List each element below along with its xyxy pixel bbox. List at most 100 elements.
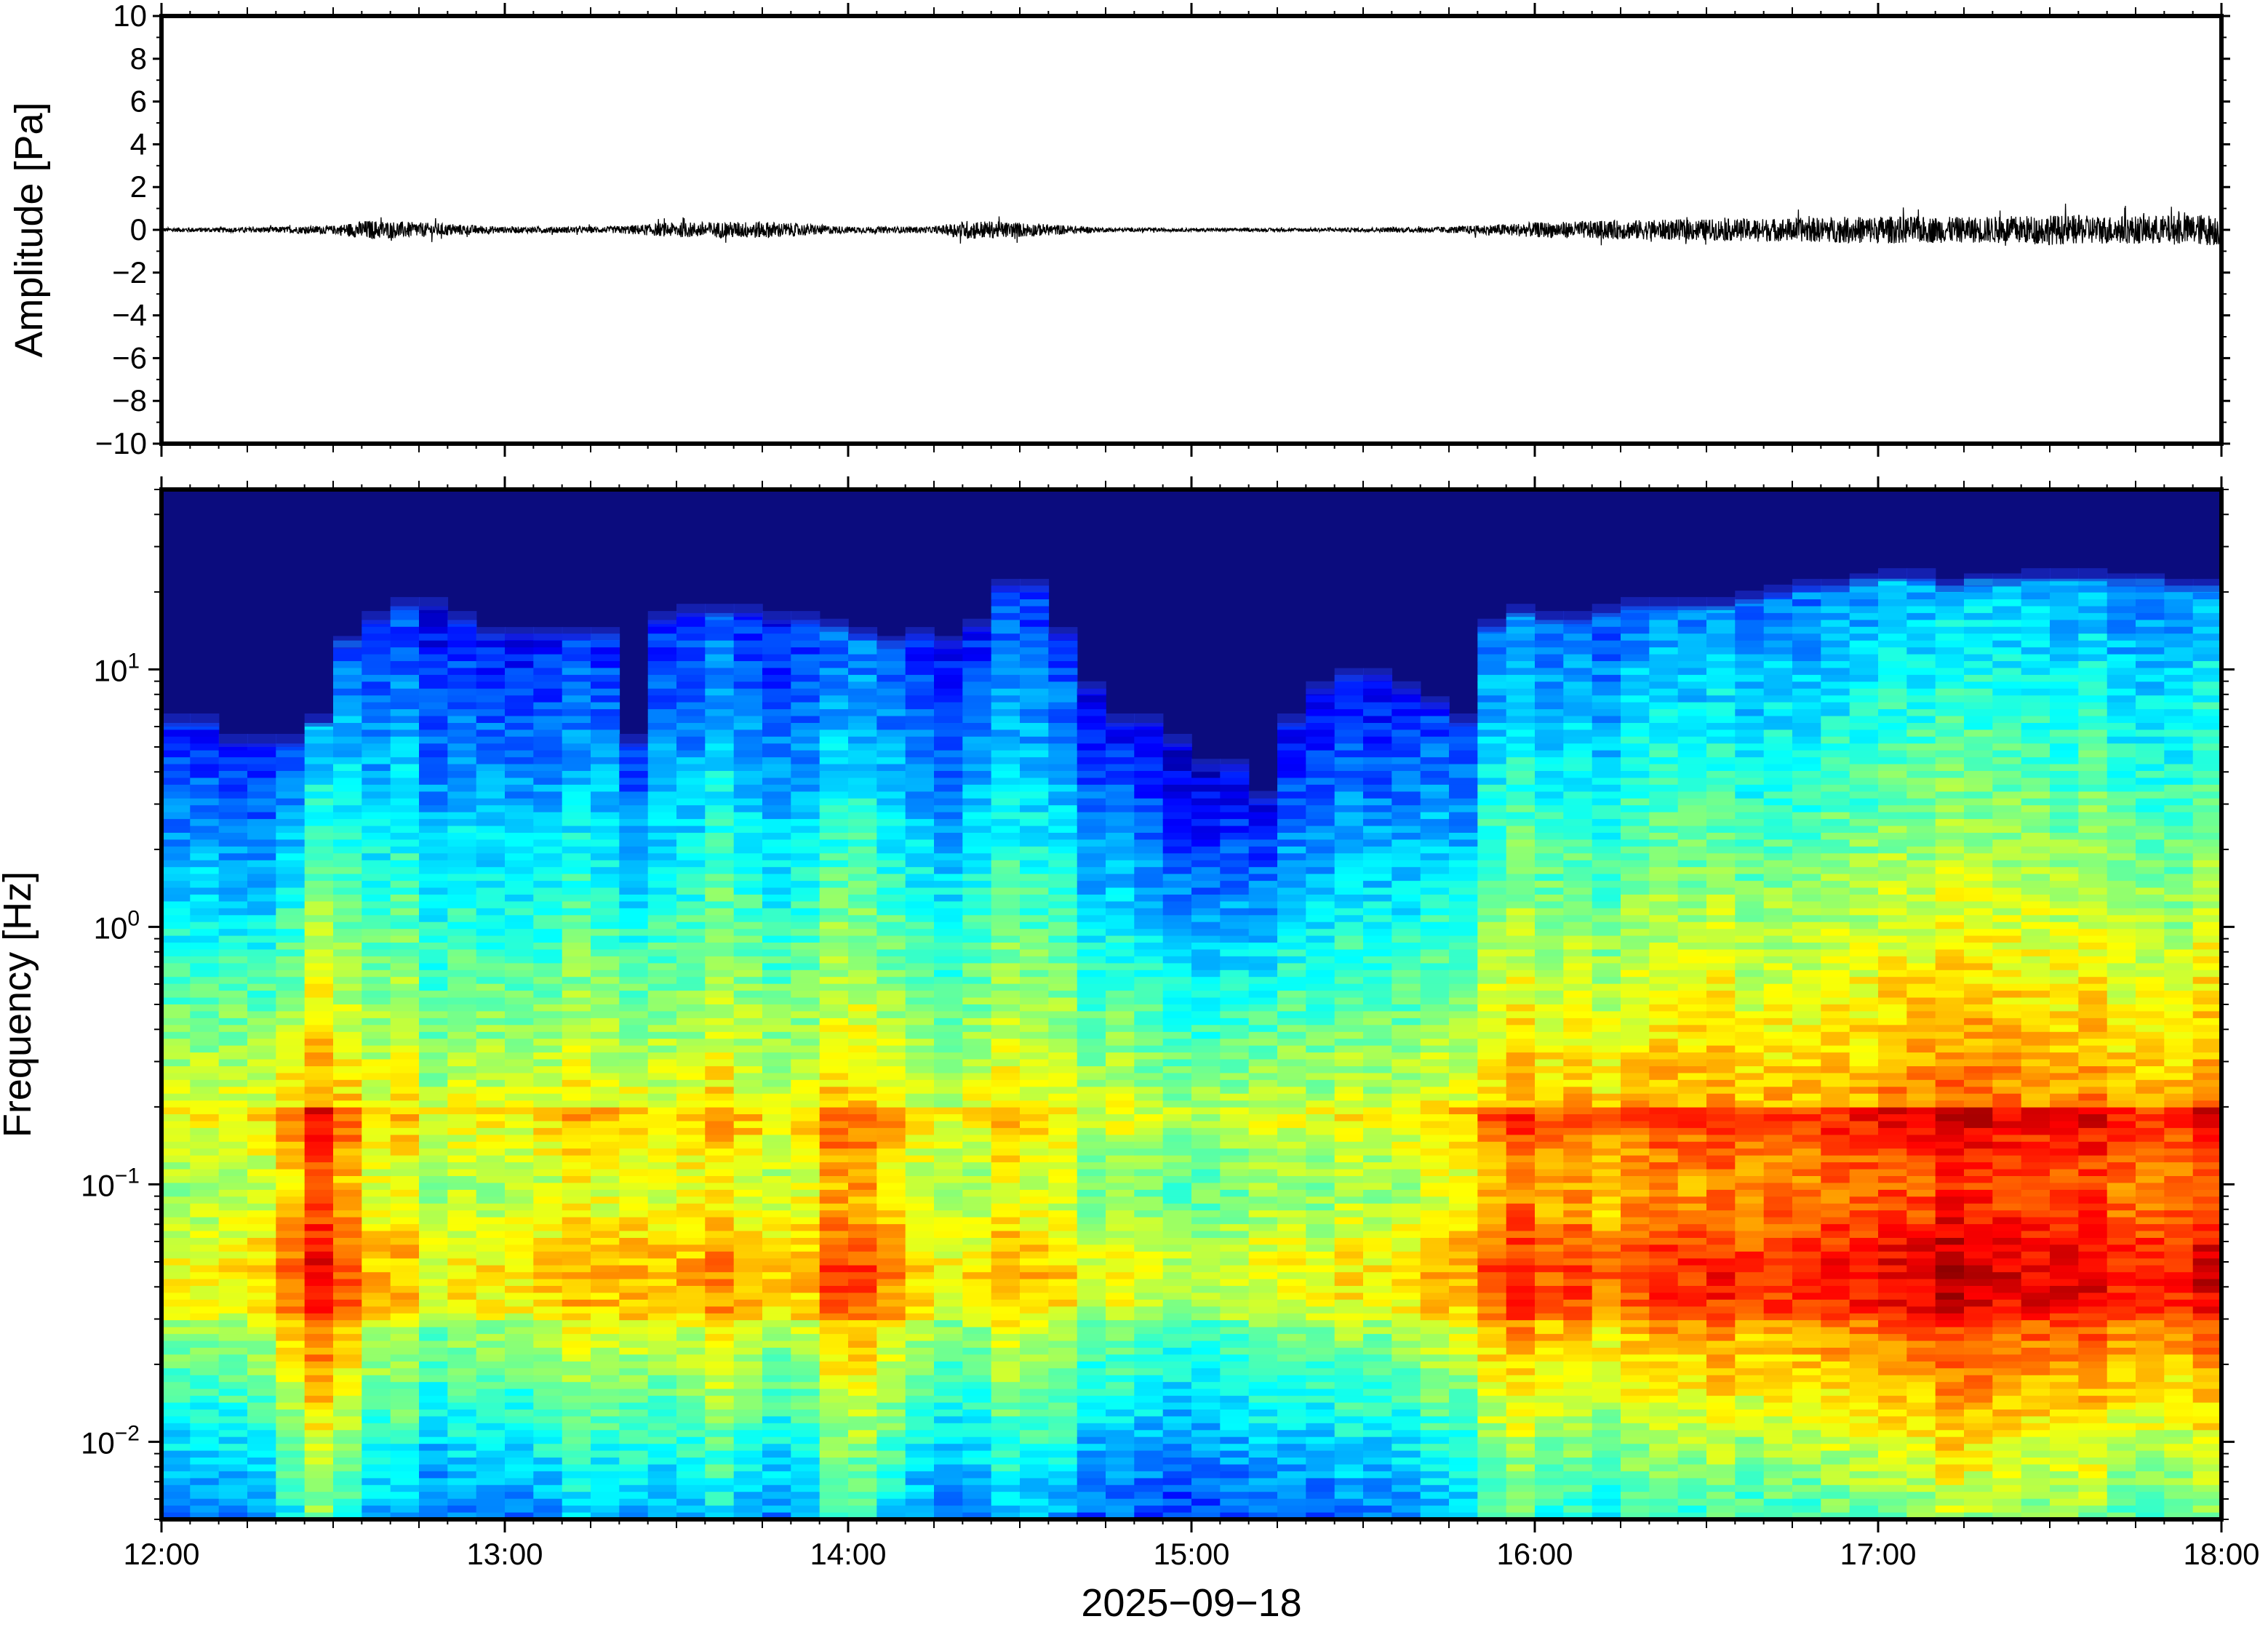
spectrogram-cutoff-fade bbox=[1048, 627, 1077, 640]
spectrogram-cell bbox=[1191, 1279, 1221, 1287]
spectrogram-cell bbox=[1191, 991, 1221, 998]
spectrogram-cell bbox=[391, 1444, 420, 1451]
spectrogram-cell bbox=[906, 1293, 935, 1300]
spectrogram-cell bbox=[734, 963, 763, 970]
spectrogram-cell bbox=[906, 1183, 935, 1190]
spectrogram-cell bbox=[791, 956, 820, 964]
spectrogram-cell bbox=[762, 1094, 791, 1101]
spectrogram-cell bbox=[305, 1396, 334, 1403]
spectrogram-cell bbox=[619, 1451, 648, 1458]
spectrogram-cell bbox=[1048, 1410, 1077, 1417]
spectrogram-cell bbox=[447, 1204, 476, 1211]
spectrogram-cell bbox=[419, 1423, 448, 1431]
spectrogram-cell bbox=[820, 1204, 849, 1211]
spectrogram-cell bbox=[791, 778, 820, 785]
spectrogram-cell bbox=[305, 819, 334, 826]
spectrogram-cell bbox=[762, 833, 791, 840]
spectrogram-cell bbox=[676, 785, 706, 792]
spectrogram-cell bbox=[591, 1492, 620, 1499]
spectrogram-cell bbox=[219, 1011, 248, 1018]
spectrogram-cell bbox=[419, 757, 448, 764]
spectrogram-cell bbox=[533, 1272, 562, 1279]
spectrogram-cell bbox=[591, 888, 620, 895]
spectrogram-cell bbox=[762, 1073, 791, 1080]
spectrogram-cell bbox=[648, 1293, 677, 1300]
spectrogram-cell bbox=[533, 1485, 562, 1492]
spectrogram-cell bbox=[676, 1423, 706, 1431]
spectrogram-cell bbox=[1106, 1148, 1135, 1156]
spectrogram-cell bbox=[820, 977, 849, 984]
spectrogram-cell bbox=[1220, 1354, 1249, 1362]
spectrogram-cell bbox=[219, 1485, 248, 1492]
spectrogram-cell bbox=[247, 1032, 276, 1039]
spectrogram-cell bbox=[1048, 1032, 1077, 1039]
spectrogram-cell bbox=[762, 1314, 791, 1321]
spectrogram-cell bbox=[505, 1148, 534, 1156]
spectrogram-cell bbox=[1220, 915, 1249, 922]
spectrogram-cell bbox=[1134, 1244, 1163, 1252]
spectrogram-cell bbox=[1134, 1128, 1163, 1135]
spectrogram-cell bbox=[505, 1485, 534, 1492]
spectrogram-cell bbox=[1048, 1244, 1077, 1252]
spectrogram-cell bbox=[305, 847, 334, 854]
spectrogram-cell bbox=[362, 1437, 391, 1444]
spectrogram-cell bbox=[533, 867, 562, 874]
spectrogram-cell bbox=[419, 655, 448, 662]
spectrogram-cell bbox=[562, 1032, 591, 1039]
spectrogram-cell bbox=[906, 1204, 935, 1211]
spectrogram-cell bbox=[533, 1382, 562, 1389]
spectrogram-cell bbox=[705, 915, 734, 922]
spectrogram-cell bbox=[305, 1196, 334, 1204]
spectrogram-cell bbox=[934, 1368, 963, 1375]
spectrogram-cell bbox=[791, 1382, 820, 1389]
spectrogram-cell bbox=[305, 1066, 334, 1074]
spectrogram-cell bbox=[1106, 1073, 1135, 1080]
spectrogram-cell bbox=[1048, 764, 1077, 772]
spectrogram-cell bbox=[934, 888, 963, 895]
spectrogram-cell bbox=[676, 1087, 706, 1094]
spectrogram-cell bbox=[362, 1478, 391, 1485]
spectrogram-cell bbox=[391, 1314, 420, 1321]
spectrogram-cell bbox=[419, 1060, 448, 1067]
spectrogram-cell bbox=[1106, 1170, 1135, 1177]
spectrogram-cell bbox=[247, 915, 276, 922]
spectrogram-cell bbox=[305, 1279, 334, 1287]
spectrogram-cell bbox=[419, 799, 448, 806]
spectrogram-cell bbox=[476, 1210, 506, 1218]
spectrogram-cell bbox=[676, 1252, 706, 1259]
spectrogram-cell bbox=[391, 888, 420, 895]
spectrogram-cell bbox=[1134, 1416, 1163, 1423]
spectrogram-cell bbox=[276, 1368, 305, 1375]
spectrogram-cell bbox=[877, 881, 906, 888]
spectrogram-cell bbox=[762, 1004, 791, 1012]
spectrogram-cell bbox=[648, 1306, 677, 1314]
spectrogram-cell bbox=[1077, 1423, 1106, 1431]
spectrogram-cutoff-fade bbox=[247, 734, 276, 747]
spectrogram-cell bbox=[1191, 1334, 1221, 1341]
spectrogram-cell bbox=[991, 1410, 1021, 1417]
spectrogram-cell bbox=[333, 655, 362, 662]
spectrogram-cell bbox=[906, 1176, 935, 1183]
spectrogram-cell bbox=[505, 647, 534, 655]
spectrogram-cell bbox=[1048, 1066, 1077, 1074]
spectrogram-cell bbox=[1134, 1506, 1163, 1513]
spectrogram-cell bbox=[219, 1204, 248, 1211]
spectrogram-cell bbox=[391, 1416, 420, 1423]
spectrogram-cell bbox=[1134, 867, 1163, 874]
spectrogram-cell bbox=[362, 1073, 391, 1080]
spectrogram-cell bbox=[791, 1485, 820, 1492]
spectrogram-cell bbox=[247, 1025, 276, 1032]
spectrogram-cell bbox=[934, 1499, 963, 1506]
spectrogram-cell bbox=[619, 1183, 648, 1190]
spectrogram-cell bbox=[762, 633, 791, 641]
spectrogram-cell bbox=[476, 1066, 506, 1074]
spectrogram-cell bbox=[1220, 1258, 1249, 1266]
spectrogram-cell bbox=[533, 689, 562, 696]
spectrogram-cell bbox=[305, 1485, 334, 1492]
spectrogram-cell bbox=[820, 895, 849, 902]
spectrogram-cell bbox=[991, 723, 1021, 730]
spectrogram-cell bbox=[906, 1389, 935, 1396]
spectrogram-cell bbox=[247, 1293, 276, 1300]
spectrogram-cell bbox=[533, 1004, 562, 1012]
spectrogram-cell bbox=[705, 1156, 734, 1163]
